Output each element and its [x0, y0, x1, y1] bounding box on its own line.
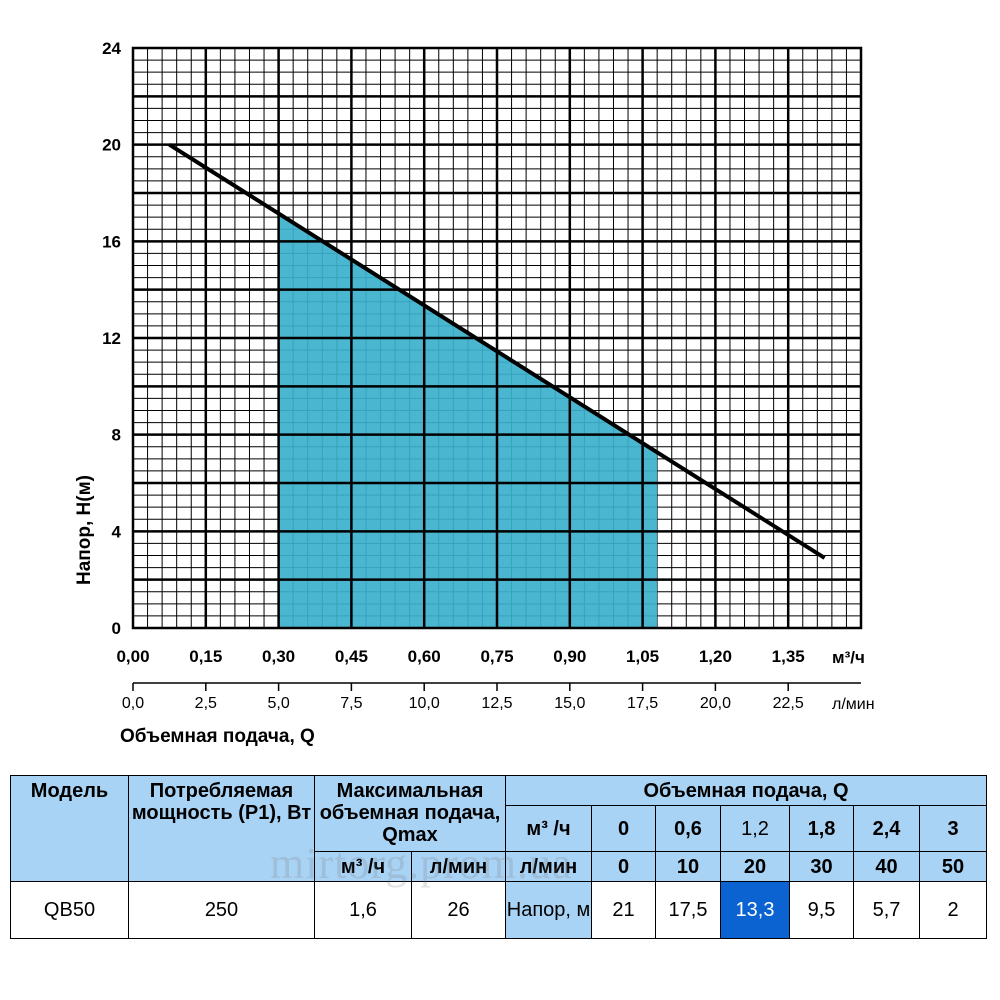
x-tick-label-m3h: 0,75 — [480, 647, 513, 666]
x-tick-label-lmin: 2,5 — [195, 695, 217, 712]
working-range-area — [278, 213, 658, 628]
x-tick-label-lmin: 15,0 — [554, 695, 585, 712]
cell-head-2-highlighted: 13,3 — [720, 881, 791, 939]
y-axis-title: Напор, H(м) — [74, 475, 95, 585]
specifications-table: Модель Потребляемая мощность (P1), Вт Ма… — [10, 775, 988, 939]
y-tick-label: 8 — [112, 426, 121, 445]
y-tick-label: 16 — [102, 232, 121, 251]
x-unit-m3h: м³/ч — [832, 648, 865, 667]
x-tick-label-m3h: 1,20 — [699, 647, 732, 666]
flow-m3h-3: 1,8 — [789, 805, 855, 852]
y-tick-label: 0 — [112, 619, 121, 638]
x-tick-label-lmin: 10,0 — [409, 695, 440, 712]
cell-head-3: 9,5 — [789, 881, 855, 939]
flow-m3h-0: 0 — [591, 805, 657, 852]
header-qmax: Максимальная объемная подача, Qmax — [313, 775, 507, 852]
x-tick-label-lmin: 17,5 — [627, 695, 658, 712]
header-flow: Объемная подача, Q — [505, 775, 988, 806]
x-axis-title: Объемная подача, Q — [120, 726, 315, 747]
flow-m3h-2: 1,2 — [720, 805, 791, 852]
flow-m3h-1: 0,6 — [655, 805, 722, 852]
x-tick-label-lmin: 5,0 — [267, 695, 289, 712]
curve-layer — [168, 142, 826, 560]
x-tick-labels-m3h: 0,00 0,15 0,30 0,45 0,60 0,75 0,90 1,05 1,20 1,35 — [116, 647, 804, 666]
flow-m3h-5: 3 — [919, 805, 988, 852]
cell-power: 250 — [128, 881, 315, 939]
cell-head-0: 21 — [591, 881, 657, 939]
header-model: Модель — [10, 775, 129, 882]
x-tick-label-lmin: 20,0 — [700, 695, 731, 712]
x-tick-label-m3h: 0,60 — [408, 647, 441, 666]
major-grid — [133, 48, 861, 628]
y-tick-label: 24 — [102, 39, 121, 58]
flow-lmin-5: 50 — [919, 851, 988, 882]
x-tick-label-lmin: 7,5 — [340, 695, 362, 712]
cell-model: QB50 — [10, 881, 129, 939]
plot-border — [131, 46, 863, 630]
flow-lmin-0: 0 — [591, 851, 657, 882]
x-tick-label-lmin: 22,5 — [773, 695, 804, 712]
qmax-unit-m3h: м³ /ч — [314, 851, 412, 882]
flow-m3h-4: 2,4 — [853, 805, 921, 852]
x-tick-label-m3h: 0,30 — [262, 647, 295, 666]
x-tick-label-m3h: 0,00 — [116, 647, 149, 666]
working-range-fill — [278, 213, 658, 628]
y-tick-label: 20 — [102, 136, 121, 155]
cell-head-5: 2 — [919, 881, 988, 939]
flow-unit-lmin: л/мин — [505, 851, 593, 882]
cell-qmax-lmin: 26 — [410, 881, 507, 939]
flow-lmin-3: 30 — [789, 851, 855, 882]
cell-head-4: 5,7 — [853, 881, 921, 939]
x-tick-label-m3h: 0,15 — [189, 647, 222, 666]
x-tick-label-lmin: 12,5 — [481, 695, 512, 712]
flow-lmin-1: 10 — [655, 851, 722, 882]
qmax-unit-lmin: л/мин — [410, 851, 507, 882]
y-tick-label: 12 — [102, 329, 121, 348]
pump-performance-chart: 0 4 8 12 16 20 24 0,00 0,15 0,30 0,45 0,60 0,75 0,90… — [74, 39, 875, 747]
y-tick-label: 4 — [112, 522, 122, 541]
y-tick-labels: 0 4 8 12 16 20 24 — [102, 39, 121, 638]
x-tick-label-m3h: 1,35 — [772, 647, 805, 666]
cell-qmax-m3h: 1,6 — [314, 881, 412, 939]
x-unit-lmin: л/мин — [832, 696, 875, 713]
flow-lmin-2: 20 — [720, 851, 791, 882]
x-tick-label-m3h: 0,45 — [335, 647, 368, 666]
x-tick-label-m3h: 1,05 — [626, 647, 659, 666]
table-row: QB50 250 1,6 26 Напор, м 21 17,5 13,3 9,… — [10, 881, 988, 939]
cell-head-label: Напор, м — [505, 881, 593, 939]
flow-unit-m3h: м³ /ч — [505, 805, 593, 852]
x-tick-label-lmin: 0,0 — [122, 695, 144, 712]
header-power: Потребляемая мощность (P1), Вт — [128, 775, 315, 882]
x-tick-labels-lmin: 0,0 2,5 5,0 7,5 10,0 12,5 15,0 17,5 20,0 22,5 — [122, 683, 804, 712]
series-line-qb50 — [168, 142, 826, 560]
cell-head-1: 17,5 — [655, 881, 722, 939]
x-tick-label-m3h: 0,90 — [553, 647, 586, 666]
flow-lmin-4: 40 — [853, 851, 921, 882]
